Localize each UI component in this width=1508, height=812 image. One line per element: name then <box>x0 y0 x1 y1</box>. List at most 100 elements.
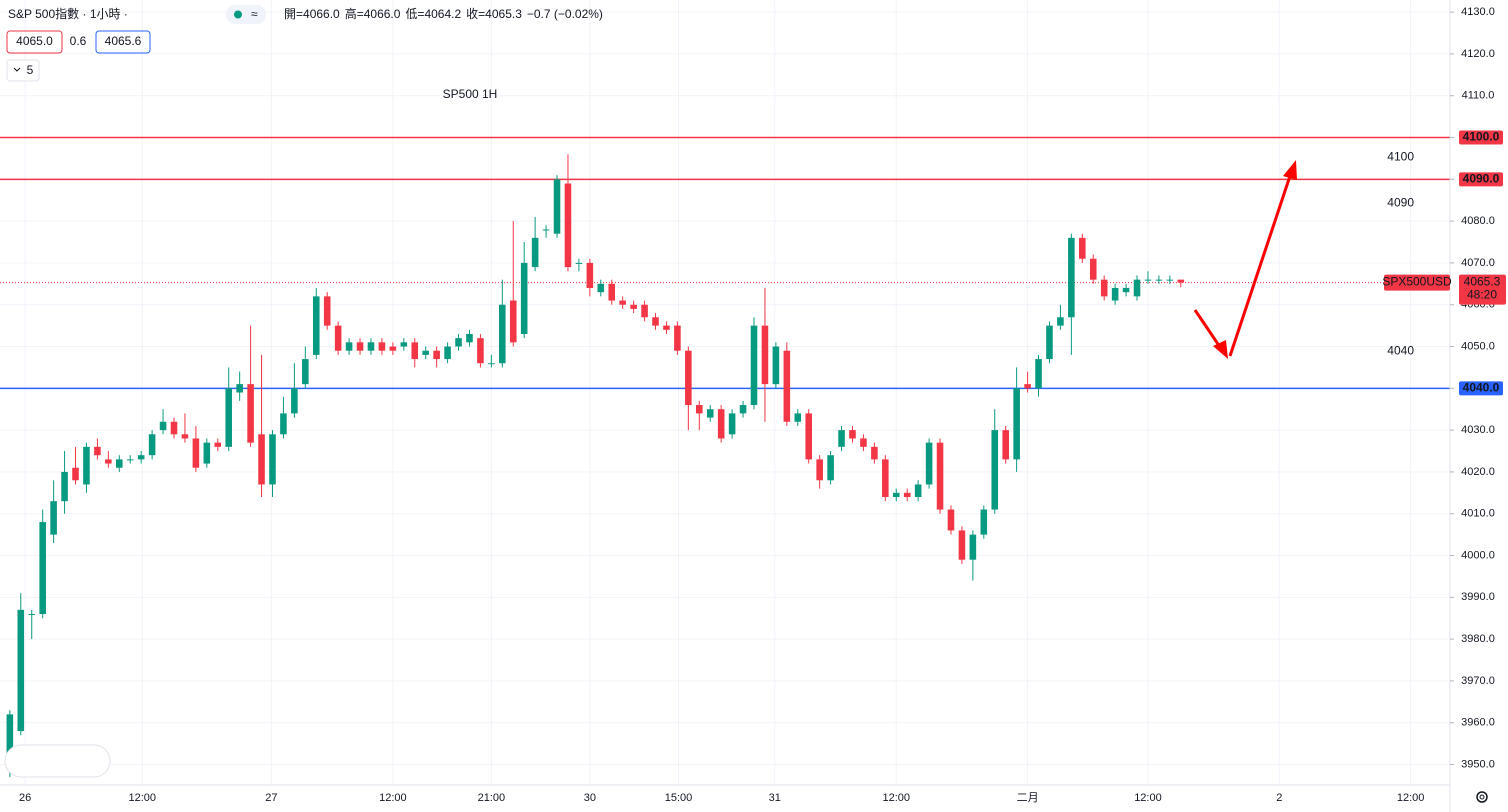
candle-body <box>969 534 977 560</box>
x-tick-label: 12:00 <box>1134 792 1162 804</box>
candle-body <box>137 455 145 460</box>
candle-body <box>214 442 222 447</box>
candle-body <box>696 405 703 414</box>
candle-body <box>477 338 484 364</box>
ohlc-value: 4064.2 <box>424 7 461 21</box>
countdown: 48:20 <box>1467 288 1497 302</box>
candle-body <box>575 262 583 264</box>
candle-body <box>181 434 189 439</box>
x-tick-label: 2 <box>1276 792 1282 804</box>
y-tick-label: 3950.0 <box>1461 758 1495 770</box>
candle-body <box>345 342 353 351</box>
status-pill: ≈ <box>226 5 266 24</box>
candle-body <box>236 384 243 393</box>
level-annotation: 4090 <box>1387 195 1414 209</box>
candle-body <box>761 325 769 385</box>
candle-body <box>1155 279 1163 281</box>
spread: 0.6 <box>70 34 87 48</box>
candle-body <box>258 434 265 485</box>
price-tag <box>1459 381 1503 396</box>
y-tick-label: 4080.0 <box>1461 215 1495 227</box>
candle-body <box>958 530 966 560</box>
candle-body <box>882 459 889 497</box>
candle-body <box>1111 288 1119 301</box>
candle-body <box>302 359 309 385</box>
candle-body <box>455 338 462 347</box>
ohlc-value: 4066.0 <box>364 7 401 21</box>
candle-body <box>838 430 845 447</box>
last-price-label: 4065.3 <box>1464 275 1501 289</box>
x-tick-label: 12:00 <box>1397 792 1425 804</box>
candle-body <box>674 325 681 351</box>
x-tick-label: 二月 <box>1017 792 1039 804</box>
level-annotation: 4100 <box>1387 150 1414 164</box>
toolbar[interactable] <box>4 744 111 778</box>
y-tick-label: 4070.0 <box>1461 257 1495 269</box>
y-tick-label: 4050.0 <box>1461 340 1495 352</box>
ohlc-value: 4065.3 <box>485 7 522 21</box>
ask: 4065.6 <box>105 34 142 48</box>
candle-body <box>247 384 254 443</box>
change: −0.7 (−0.02%) <box>527 7 603 21</box>
candle-body <box>116 459 123 468</box>
ohlc-label: 開= <box>284 7 303 21</box>
ask-badge[interactable]: 4065.6 <box>95 30 151 54</box>
x-tick-label: 12:00 <box>882 792 910 804</box>
y-tick-label: 3960.0 <box>1461 717 1495 729</box>
candle-body <box>225 388 232 447</box>
candle-body <box>827 455 834 481</box>
bid-badge[interactable]: 4065.0 <box>6 30 63 54</box>
candle-body <box>433 350 440 360</box>
candle-body <box>892 492 900 497</box>
candle-body <box>488 363 495 365</box>
y-tick-label: 4030.0 <box>1461 424 1495 436</box>
candle-body <box>50 501 57 535</box>
y-tick-label: 4130.0 <box>1461 6 1495 18</box>
candle-body <box>28 614 36 616</box>
candle-body <box>750 325 758 406</box>
candle-body <box>849 430 856 439</box>
candle-body <box>860 438 867 447</box>
candle-body <box>466 333 473 343</box>
candle-body <box>1133 279 1141 297</box>
svg-text:≈: ≈ <box>251 7 258 21</box>
candle-body <box>1177 279 1185 283</box>
candle-body <box>61 471 68 502</box>
x-tick-label: 12:00 <box>128 792 156 804</box>
settings[interactable] <box>1476 791 1488 803</box>
candle-body <box>411 342 419 360</box>
candle-body <box>619 300 626 305</box>
candle-body <box>312 296 320 355</box>
candle-body <box>367 342 375 351</box>
candle-body <box>1068 237 1075 318</box>
candle-body <box>1122 288 1130 293</box>
interval-toggle[interactable]: 5 <box>6 59 40 82</box>
candle-body <box>903 492 911 497</box>
price-tag-label: 4040.0 <box>1463 380 1500 394</box>
candle-body <box>871 446 878 460</box>
candle-body <box>947 509 955 531</box>
symbol-tag-label: SPX500USD <box>1382 275 1452 289</box>
candle-body <box>630 304 637 309</box>
candle-body <box>170 421 178 435</box>
candle-body <box>1079 237 1086 259</box>
candle-body <box>925 442 933 485</box>
y-tick-label: 4110.0 <box>1462 90 1495 102</box>
candle-body <box>509 300 517 343</box>
candle-body <box>564 183 572 268</box>
candle-body <box>159 421 167 431</box>
candle-body <box>936 442 944 510</box>
candle-body <box>126 459 134 461</box>
candle-body <box>1024 384 1031 389</box>
candle-body <box>356 342 364 351</box>
candle-body <box>422 350 429 355</box>
candle-body <box>192 438 200 468</box>
candle-body <box>663 325 670 330</box>
ohlc-label: 高= <box>345 6 364 21</box>
candle-body <box>1166 279 1174 281</box>
last-price-tag <box>1459 274 1506 305</box>
candle-body <box>816 459 823 481</box>
candle-body <box>914 484 922 497</box>
candle-body <box>783 350 791 422</box>
candle-body <box>334 325 342 351</box>
